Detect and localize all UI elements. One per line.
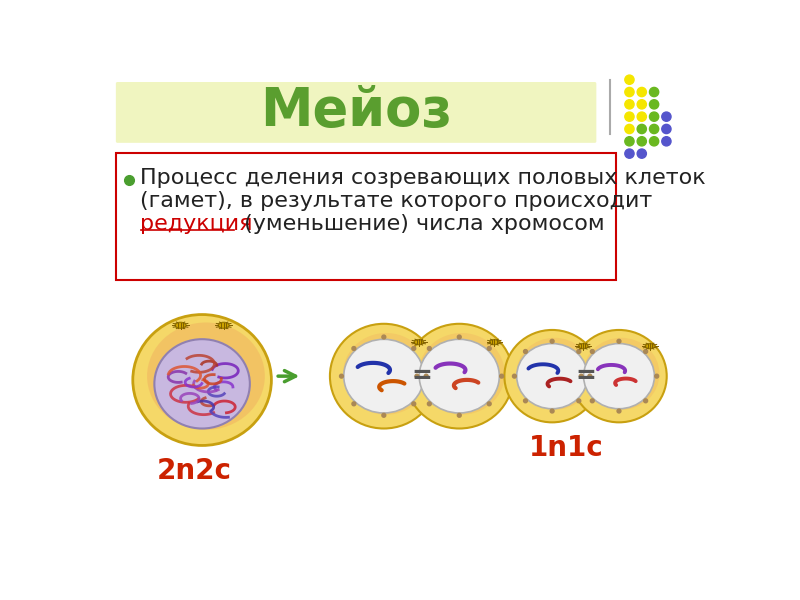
Circle shape <box>523 399 527 403</box>
Circle shape <box>644 399 647 403</box>
Ellipse shape <box>343 333 430 415</box>
Ellipse shape <box>583 338 659 410</box>
Circle shape <box>650 124 658 134</box>
Circle shape <box>427 347 431 350</box>
Ellipse shape <box>414 340 423 344</box>
Text: Мейоз: Мейоз <box>260 85 452 136</box>
Circle shape <box>625 88 634 97</box>
Ellipse shape <box>578 344 588 349</box>
Circle shape <box>487 347 491 350</box>
Circle shape <box>352 402 356 406</box>
Circle shape <box>550 409 554 413</box>
Circle shape <box>500 374 503 378</box>
Text: 1n1c: 1n1c <box>529 434 604 462</box>
Circle shape <box>650 112 658 121</box>
Text: =: = <box>575 364 596 388</box>
Circle shape <box>625 75 634 85</box>
Text: =: = <box>411 364 432 388</box>
Circle shape <box>625 100 634 109</box>
Text: (гамет), в результате которого происходит: (гамет), в результате которого происходи… <box>141 191 653 211</box>
Circle shape <box>415 374 419 378</box>
Circle shape <box>625 112 634 121</box>
Circle shape <box>662 137 671 146</box>
Circle shape <box>382 413 386 417</box>
Circle shape <box>650 137 658 146</box>
Circle shape <box>339 374 343 378</box>
Circle shape <box>637 88 646 97</box>
Circle shape <box>617 340 621 343</box>
Circle shape <box>487 402 491 406</box>
Circle shape <box>637 100 646 109</box>
Circle shape <box>662 112 671 121</box>
Ellipse shape <box>175 322 186 328</box>
Ellipse shape <box>419 340 499 413</box>
Circle shape <box>523 350 527 353</box>
FancyBboxPatch shape <box>116 82 596 143</box>
Circle shape <box>590 350 594 353</box>
Circle shape <box>650 88 658 97</box>
Ellipse shape <box>218 322 229 328</box>
Ellipse shape <box>154 339 250 428</box>
Circle shape <box>637 149 646 158</box>
FancyBboxPatch shape <box>116 153 616 280</box>
Circle shape <box>625 137 634 146</box>
Circle shape <box>617 409 621 413</box>
Text: 2n2c: 2n2c <box>157 457 232 485</box>
Circle shape <box>382 335 386 339</box>
Ellipse shape <box>505 330 600 422</box>
Ellipse shape <box>344 340 424 413</box>
Ellipse shape <box>406 324 513 428</box>
Circle shape <box>458 413 462 417</box>
Circle shape <box>513 374 516 378</box>
Text: (уменьшение) числа хромосом: (уменьшение) числа хромосом <box>237 214 604 235</box>
Circle shape <box>579 374 583 378</box>
Ellipse shape <box>490 340 499 344</box>
Circle shape <box>650 100 658 109</box>
Ellipse shape <box>147 322 265 430</box>
Circle shape <box>550 340 554 343</box>
Circle shape <box>662 124 671 134</box>
Ellipse shape <box>517 344 587 409</box>
Circle shape <box>424 374 428 378</box>
Circle shape <box>637 124 646 134</box>
Circle shape <box>625 149 634 158</box>
Circle shape <box>412 347 416 350</box>
Text: Процесс деления созревающих половых клеток: Процесс деления созревающих половых клет… <box>141 168 706 188</box>
Circle shape <box>590 399 594 403</box>
Ellipse shape <box>516 338 593 410</box>
Ellipse shape <box>571 330 666 422</box>
Ellipse shape <box>646 344 654 349</box>
Circle shape <box>577 350 581 353</box>
Circle shape <box>352 347 356 350</box>
Circle shape <box>427 402 431 406</box>
Circle shape <box>637 112 646 121</box>
Circle shape <box>637 137 646 146</box>
Circle shape <box>654 374 658 378</box>
Ellipse shape <box>583 344 654 409</box>
Ellipse shape <box>418 333 505 415</box>
Circle shape <box>458 335 462 339</box>
Circle shape <box>588 374 592 378</box>
Circle shape <box>644 350 647 353</box>
Circle shape <box>577 399 581 403</box>
Text: редукция: редукция <box>141 214 253 235</box>
Circle shape <box>625 124 634 134</box>
Ellipse shape <box>133 314 271 445</box>
Ellipse shape <box>330 324 438 428</box>
Circle shape <box>412 402 416 406</box>
